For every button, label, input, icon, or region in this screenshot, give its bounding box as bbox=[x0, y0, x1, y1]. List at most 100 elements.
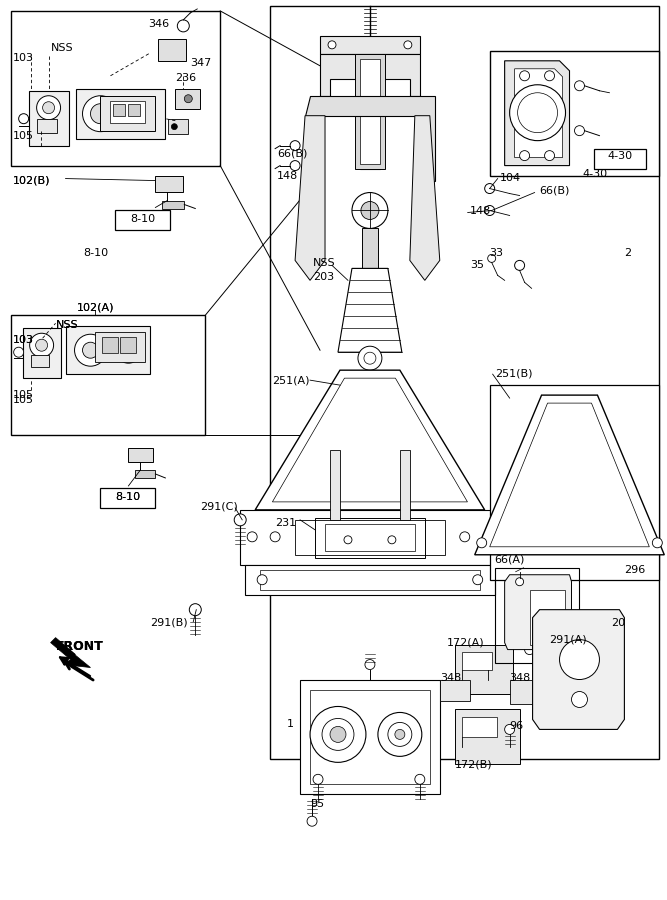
Circle shape bbox=[13, 347, 23, 357]
Circle shape bbox=[525, 644, 534, 654]
Circle shape bbox=[184, 94, 192, 103]
Text: 172(B): 172(B) bbox=[455, 760, 492, 770]
Circle shape bbox=[361, 202, 379, 220]
Text: 236: 236 bbox=[175, 73, 197, 83]
Bar bbox=[23, 328, 61, 378]
Circle shape bbox=[270, 532, 280, 542]
Text: 8-10: 8-10 bbox=[115, 492, 140, 502]
Text: 291(B): 291(B) bbox=[150, 617, 188, 627]
Bar bbox=[594, 148, 646, 168]
Bar bbox=[168, 119, 188, 134]
Circle shape bbox=[189, 604, 201, 616]
Circle shape bbox=[560, 640, 600, 680]
Polygon shape bbox=[295, 116, 325, 281]
Bar bbox=[490, 385, 659, 580]
Text: 102(A): 102(A) bbox=[77, 302, 114, 312]
Circle shape bbox=[510, 85, 566, 140]
Circle shape bbox=[574, 126, 584, 136]
Text: 148: 148 bbox=[277, 171, 298, 181]
Circle shape bbox=[330, 726, 346, 742]
Bar bbox=[270, 6, 659, 760]
Bar bbox=[29, 91, 69, 146]
Bar bbox=[495, 568, 580, 662]
Circle shape bbox=[177, 20, 189, 32]
Polygon shape bbox=[515, 68, 562, 158]
Bar bbox=[11, 11, 220, 166]
Text: 103: 103 bbox=[13, 335, 33, 346]
Polygon shape bbox=[320, 54, 420, 168]
Bar bbox=[115, 211, 170, 230]
Circle shape bbox=[520, 71, 530, 81]
Text: 291(C): 291(C) bbox=[200, 502, 238, 512]
Text: 348: 348 bbox=[510, 672, 531, 682]
Circle shape bbox=[483, 532, 493, 542]
Bar bbox=[440, 680, 470, 701]
Bar bbox=[510, 680, 544, 705]
Circle shape bbox=[133, 107, 147, 121]
Circle shape bbox=[37, 95, 61, 120]
Circle shape bbox=[127, 100, 154, 128]
Circle shape bbox=[91, 104, 111, 123]
Circle shape bbox=[313, 774, 323, 784]
Text: FRONT: FRONT bbox=[55, 640, 103, 652]
Bar bbox=[155, 176, 183, 192]
Text: 291(A): 291(A) bbox=[550, 634, 587, 644]
Text: 2: 2 bbox=[624, 248, 632, 258]
Circle shape bbox=[415, 774, 425, 784]
Text: 104: 104 bbox=[500, 173, 521, 183]
Text: 96: 96 bbox=[510, 722, 524, 732]
Circle shape bbox=[234, 514, 246, 526]
Text: 172(A): 172(A) bbox=[447, 637, 484, 648]
Text: NSS: NSS bbox=[51, 43, 73, 53]
Text: 102(B): 102(B) bbox=[13, 176, 50, 185]
Text: 105: 105 bbox=[13, 390, 33, 400]
Text: NSS: NSS bbox=[55, 320, 78, 330]
Text: 35: 35 bbox=[470, 260, 484, 270]
Circle shape bbox=[477, 538, 487, 548]
Bar bbox=[162, 201, 184, 209]
Bar bbox=[400, 450, 410, 520]
Circle shape bbox=[344, 536, 352, 544]
Polygon shape bbox=[410, 116, 440, 281]
Circle shape bbox=[544, 71, 554, 81]
Bar bbox=[129, 448, 153, 462]
Bar bbox=[101, 488, 155, 508]
Circle shape bbox=[43, 102, 55, 113]
Circle shape bbox=[115, 338, 141, 364]
Bar bbox=[135, 470, 155, 478]
Bar bbox=[325, 524, 415, 551]
Circle shape bbox=[364, 352, 376, 365]
Circle shape bbox=[83, 95, 119, 131]
Text: 231: 231 bbox=[275, 518, 296, 528]
Text: 346: 346 bbox=[148, 19, 169, 29]
Text: 251(A): 251(A) bbox=[272, 375, 309, 385]
Text: 102(B): 102(B) bbox=[13, 176, 50, 185]
Text: 4-30: 4-30 bbox=[583, 168, 608, 178]
Bar bbox=[158, 39, 186, 61]
Text: NSS: NSS bbox=[313, 258, 336, 268]
Circle shape bbox=[518, 93, 558, 132]
Bar bbox=[101, 95, 155, 130]
Bar bbox=[295, 520, 445, 554]
Bar bbox=[75, 89, 165, 139]
Bar bbox=[31, 356, 49, 367]
Bar bbox=[455, 709, 520, 764]
Bar bbox=[330, 450, 340, 520]
Circle shape bbox=[488, 255, 496, 263]
Polygon shape bbox=[530, 590, 564, 644]
Circle shape bbox=[544, 150, 554, 160]
Bar bbox=[462, 652, 492, 670]
Circle shape bbox=[35, 339, 47, 351]
Polygon shape bbox=[338, 268, 402, 352]
Text: 4-30: 4-30 bbox=[608, 150, 633, 160]
Circle shape bbox=[365, 660, 375, 670]
Circle shape bbox=[485, 205, 495, 215]
Text: 203: 203 bbox=[313, 273, 334, 283]
Bar bbox=[175, 89, 200, 109]
Circle shape bbox=[505, 724, 515, 734]
Bar bbox=[300, 680, 440, 795]
Circle shape bbox=[247, 532, 257, 542]
Bar bbox=[245, 565, 495, 595]
Polygon shape bbox=[475, 395, 664, 554]
Circle shape bbox=[358, 346, 382, 370]
